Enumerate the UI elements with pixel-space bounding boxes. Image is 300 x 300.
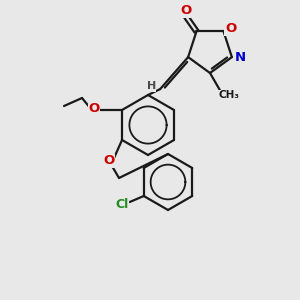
Text: Cl: Cl	[115, 199, 128, 212]
Text: O: O	[88, 103, 100, 116]
Text: O: O	[181, 4, 192, 17]
Text: H: H	[146, 81, 156, 91]
Text: O: O	[103, 154, 115, 167]
Text: O: O	[225, 22, 236, 35]
Text: CH₃: CH₃	[218, 90, 239, 100]
Text: N: N	[234, 51, 245, 64]
